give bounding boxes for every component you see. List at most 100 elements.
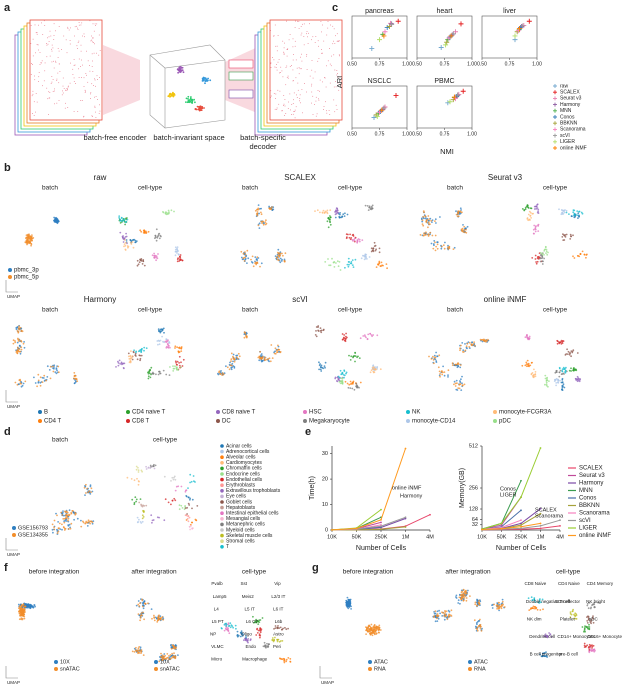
umap-point <box>573 617 576 620</box>
umap-point <box>249 639 252 642</box>
umap-point <box>539 609 542 611</box>
expression-dot <box>80 44 82 46</box>
umap-point <box>324 361 327 364</box>
umap-point <box>58 522 61 525</box>
expression-dot <box>301 89 303 90</box>
umap-point <box>229 622 232 625</box>
umap-point <box>462 588 465 591</box>
cluster-label: CD4 Memory <box>587 581 614 586</box>
umap-point <box>230 352 233 355</box>
expression-dot <box>97 79 98 80</box>
umap-point <box>422 216 424 218</box>
umap-point <box>23 346 26 349</box>
umap-point <box>373 632 376 635</box>
data-point <box>378 108 384 114</box>
umap-point <box>264 356 267 359</box>
expression-dot <box>316 113 318 115</box>
umap-point <box>371 634 374 637</box>
umap-point <box>51 528 54 531</box>
umap-point <box>139 229 142 232</box>
umap-point <box>28 242 31 245</box>
umap-point <box>131 650 134 653</box>
umap-point <box>87 491 90 494</box>
expression-dot <box>92 37 94 38</box>
umap-point <box>559 379 561 382</box>
umap-point <box>373 628 376 631</box>
expression-dot <box>286 77 288 78</box>
umap-point <box>279 257 282 260</box>
expression-dot <box>80 24 82 26</box>
legend-label: Cardiomyocytes <box>226 460 262 466</box>
umap-point <box>436 620 439 622</box>
cluster-label: Oligo <box>241 631 252 636</box>
cluster-label: L2/3 IT <box>271 594 285 599</box>
umap-plot <box>527 596 600 658</box>
umap-point <box>534 371 537 373</box>
umap-point <box>585 256 587 259</box>
expression-dot <box>62 90 63 92</box>
umap-point <box>279 254 281 257</box>
umap-point <box>181 259 184 262</box>
umap-point <box>142 260 145 263</box>
umap-point <box>336 380 338 382</box>
expression-dot <box>326 110 327 112</box>
umap-point <box>143 505 146 507</box>
expression-dot <box>93 52 95 54</box>
expression-dot <box>72 74 74 75</box>
umap-point <box>46 376 49 378</box>
umap-point <box>256 627 259 630</box>
umap-point <box>177 485 180 488</box>
latent-point <box>171 93 174 95</box>
latent-point <box>205 80 207 82</box>
umap-point <box>160 652 162 655</box>
expression-dot <box>311 69 313 71</box>
umap-point <box>592 644 595 647</box>
umap-point <box>427 215 430 217</box>
umap-point <box>181 507 184 509</box>
umap-point <box>139 498 142 500</box>
expression-dot <box>329 48 330 49</box>
umap-point <box>538 602 541 604</box>
expression-dot <box>292 103 294 104</box>
umap-point <box>225 622 228 625</box>
umap-point <box>185 519 188 521</box>
umap-point <box>276 349 278 352</box>
umap-point <box>19 326 22 329</box>
umap-point <box>554 371 557 374</box>
umap-point <box>453 380 456 383</box>
expression-dot <box>270 62 272 64</box>
umap-point <box>158 343 161 346</box>
legend-label: HSC <box>309 410 322 416</box>
umap-point <box>21 608 23 611</box>
umap-point <box>153 619 156 622</box>
umap-point <box>52 531 54 534</box>
annotation: online iNMF <box>392 485 422 491</box>
expression-dot <box>81 77 82 78</box>
umap-point <box>372 247 375 250</box>
expression-dot <box>296 94 297 96</box>
umap-point <box>581 212 584 215</box>
y-tick-label: 30 <box>322 451 328 457</box>
legend-dot <box>303 410 307 414</box>
series-point <box>539 447 542 449</box>
umap-point <box>90 487 93 490</box>
umap-point <box>358 240 361 243</box>
legend-label: CD4 naive T <box>132 410 166 416</box>
umap-point <box>123 237 126 240</box>
umap-point <box>447 609 450 612</box>
umap-point <box>264 644 267 647</box>
expression-dot <box>274 24 276 26</box>
expression-dot <box>78 77 80 78</box>
umap-point <box>276 351 279 354</box>
expression-dot <box>277 35 279 36</box>
expression-dot <box>321 52 322 54</box>
umap-point <box>36 385 38 388</box>
umap-point <box>187 487 189 489</box>
umap-point <box>170 503 172 506</box>
umap-point <box>367 333 370 336</box>
panel-label: e <box>305 426 311 438</box>
umap-point <box>170 480 172 482</box>
expression-dot <box>46 43 47 44</box>
expression-dot <box>275 45 277 47</box>
umap-point <box>436 241 438 244</box>
